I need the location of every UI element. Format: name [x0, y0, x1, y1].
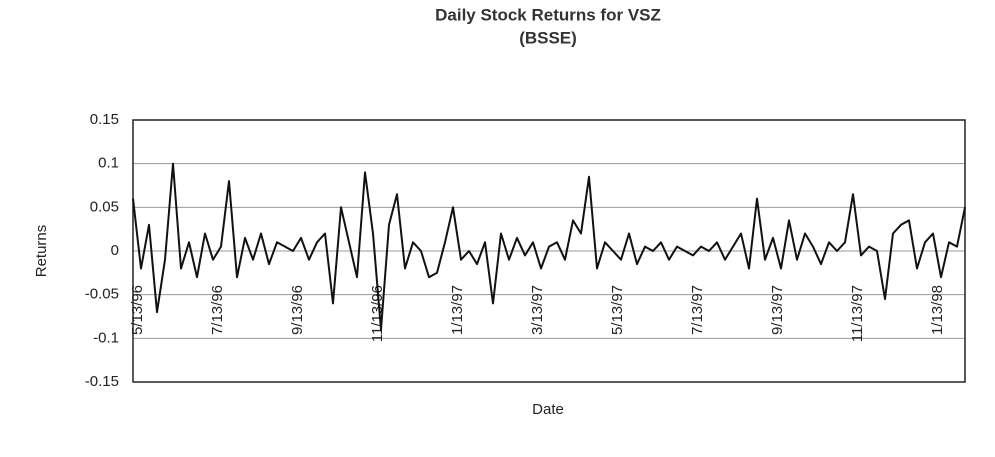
x-tick-label: 9/13/97: [769, 285, 786, 335]
y-tick-label: -0.05: [85, 286, 119, 303]
y-tick-label: 0: [111, 242, 119, 259]
y-axis-label: Returns: [33, 225, 50, 278]
chart-subtitle: (BSSE): [519, 28, 577, 47]
x-tick-label: 1/13/98: [929, 285, 946, 335]
chart-title: Daily Stock Returns for VSZ: [435, 5, 661, 24]
x-axis-label: Date: [532, 401, 564, 418]
y-tick-label: 0.15: [90, 111, 119, 128]
data-line: [132, 162, 966, 331]
y-tick-label: -0.1: [93, 329, 119, 346]
x-tick-label: 9/13/96: [289, 285, 306, 335]
x-tick-label: 5/13/96: [129, 285, 146, 335]
x-tick-label: 5/13/97: [609, 285, 626, 335]
x-tick-label: 7/13/97: [689, 285, 706, 335]
x-tick-label: 3/13/97: [529, 285, 546, 335]
x-tick-label: 1/13/97: [449, 285, 466, 335]
x-tick-label: 11/13/97: [849, 285, 866, 342]
y-tick-label: 0.05: [90, 198, 119, 215]
y-tick-label: 0.1: [98, 155, 119, 172]
x-tick-label: 7/13/96: [209, 285, 226, 335]
y-tick-label: -0.15: [85, 373, 119, 390]
plot-frame: [132, 119, 966, 383]
